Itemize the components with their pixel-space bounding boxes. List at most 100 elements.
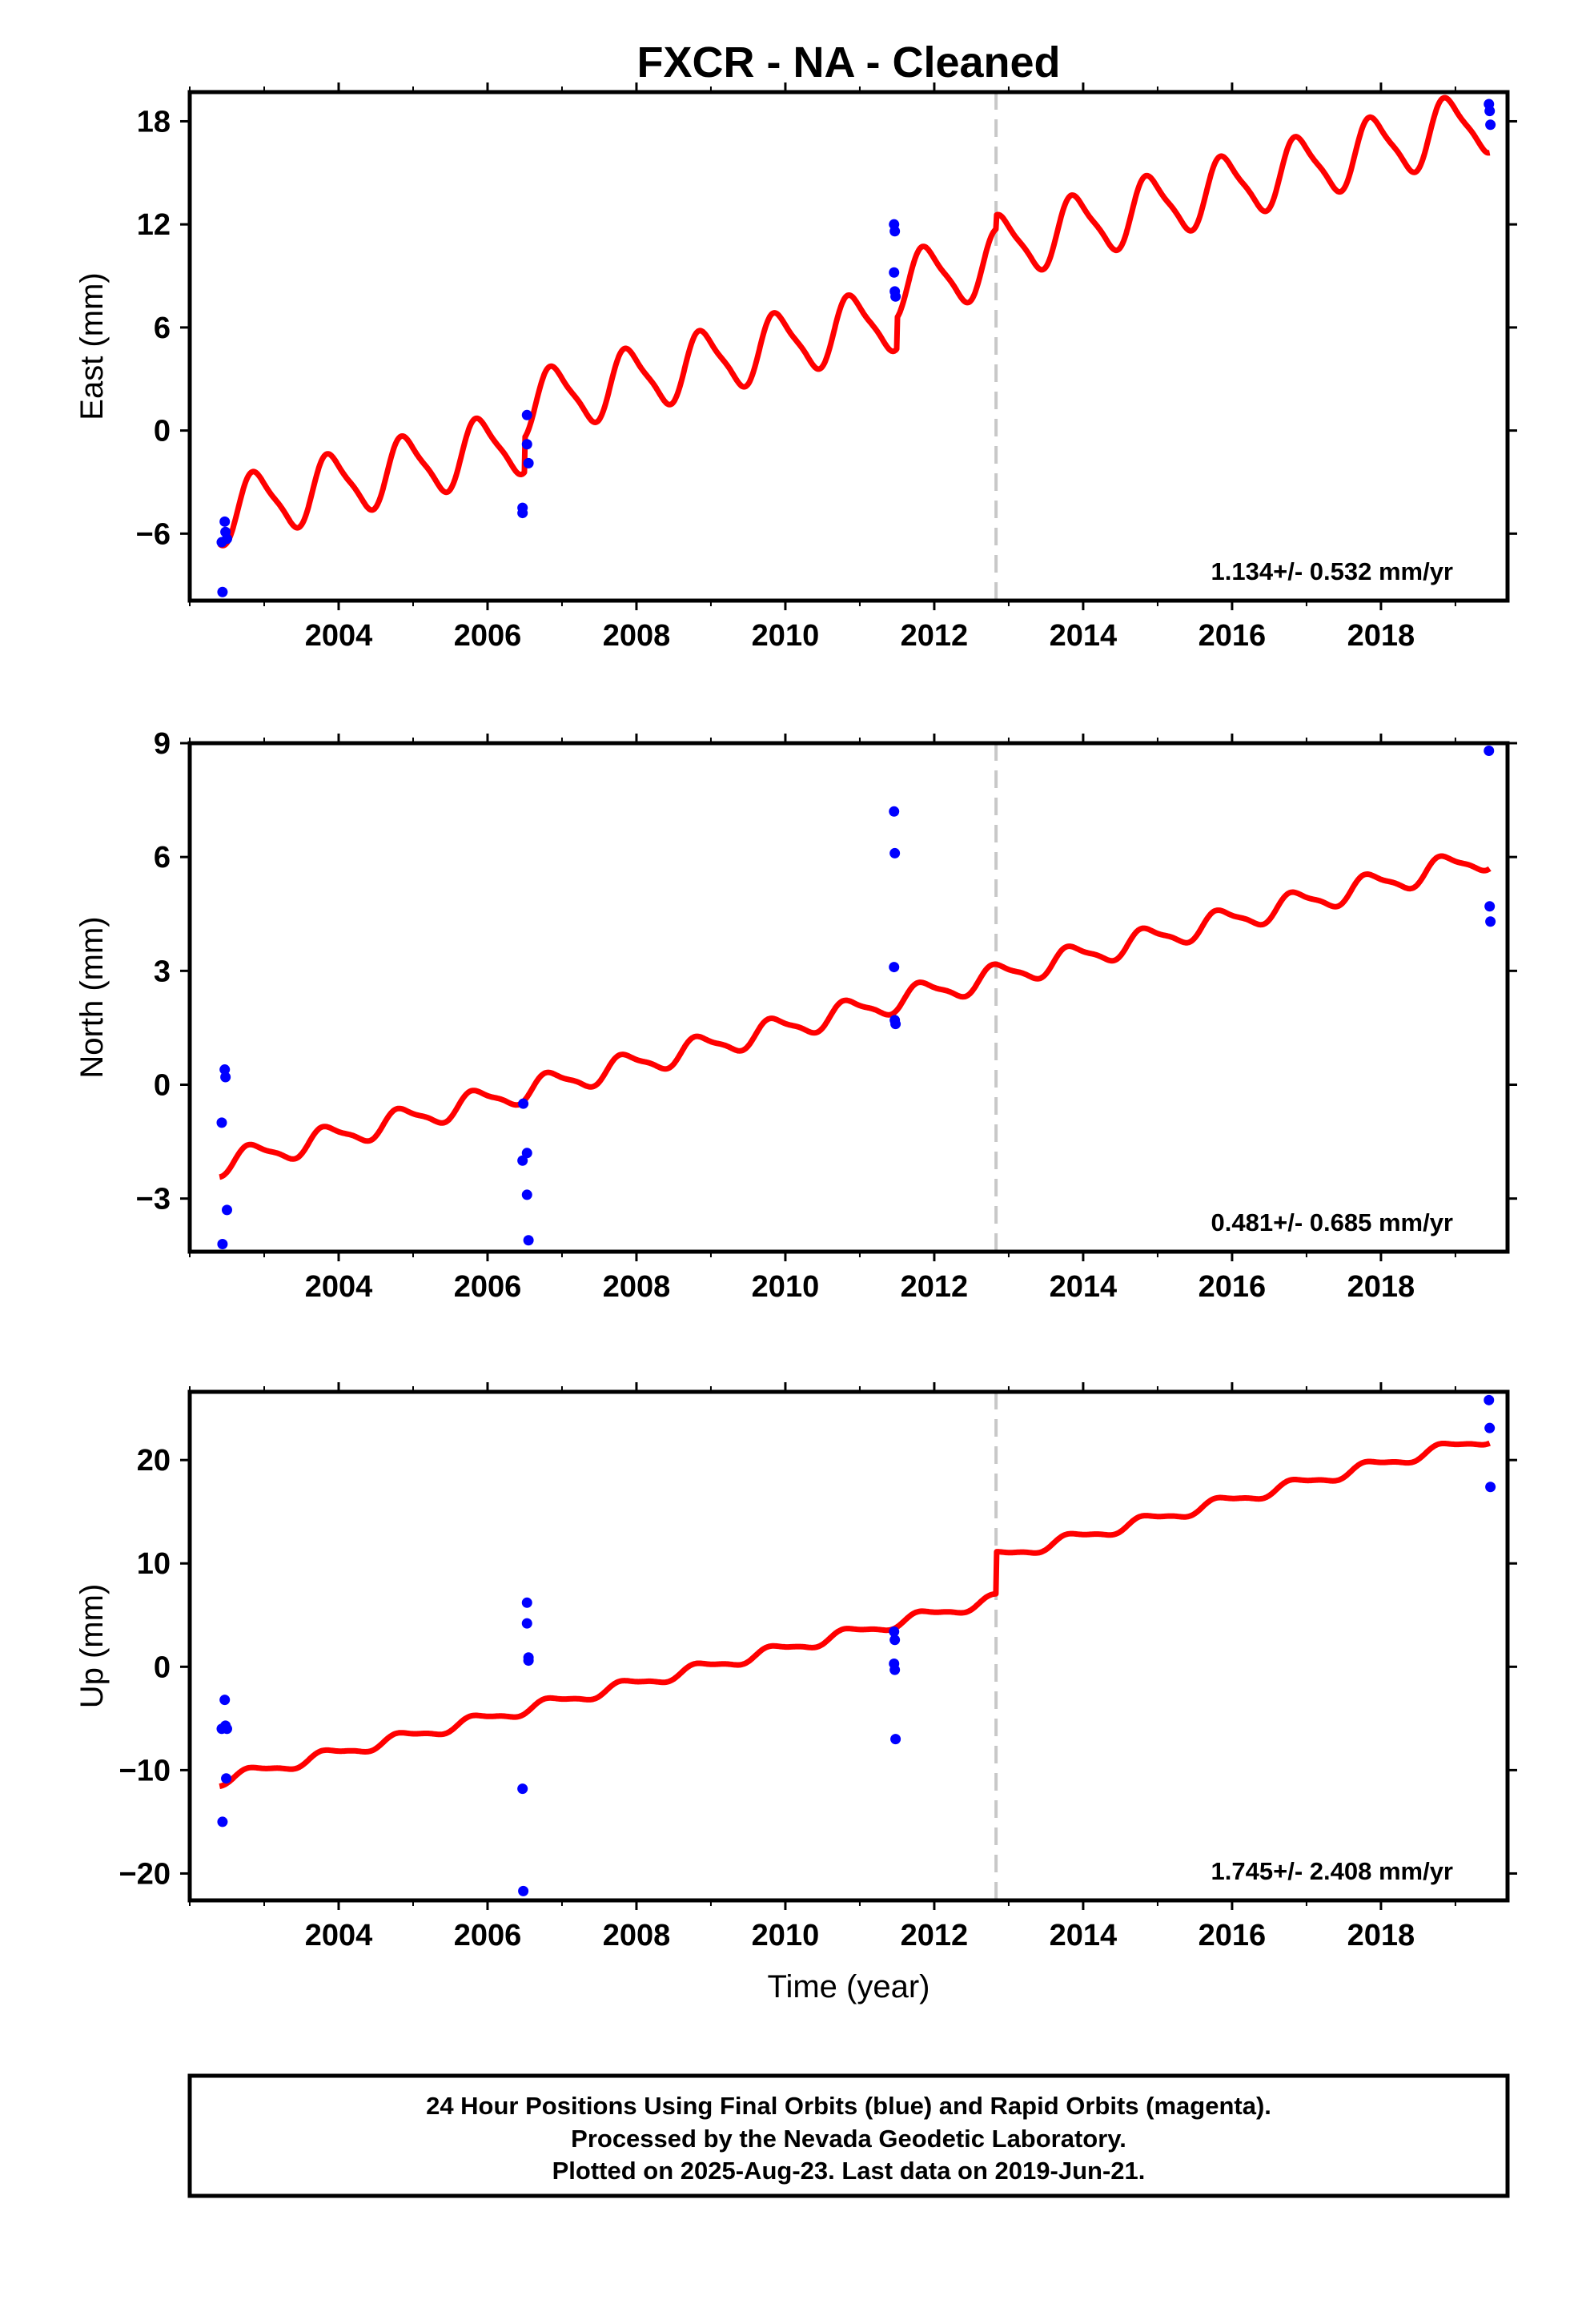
rate-label: 1.745+/- 2.408 mm/yr — [1211, 1857, 1453, 1885]
x-tick-label: 2018 — [1347, 1919, 1415, 1952]
x-tick-label: 2008 — [603, 1919, 671, 1952]
data-point — [217, 586, 228, 597]
footer-line-2: Processed by the Nevada Geodetic Laborat… — [571, 2125, 1126, 2153]
data-point — [1484, 1422, 1496, 1433]
footer-line-1: 24 Hour Positions Using Final Orbits (bl… — [426, 2092, 1271, 2120]
data-point — [217, 1816, 228, 1827]
x-tick-label: 2012 — [901, 1270, 969, 1304]
data-point — [217, 1239, 228, 1250]
rate-label: 1.134+/- 0.532 mm/yr — [1211, 557, 1453, 585]
footer-line-3: Plotted on 2025-Aug-23. Last data on 201… — [552, 2157, 1146, 2185]
data-point — [889, 962, 900, 973]
y-tick-label: −6 — [136, 517, 171, 551]
data-point — [1485, 119, 1496, 131]
data-point — [221, 1773, 232, 1784]
data-point — [890, 1019, 901, 1030]
x-tick-label: 2018 — [1347, 619, 1415, 653]
data-point — [1484, 901, 1496, 912]
data-point — [517, 508, 528, 519]
y-axis-label: East (mm) — [74, 272, 110, 420]
x-tick-label: 2010 — [752, 1270, 820, 1304]
data-point — [220, 1072, 231, 1083]
data-point — [889, 1664, 901, 1675]
data-point — [523, 1235, 534, 1246]
data-point — [221, 533, 232, 545]
data-point — [221, 1723, 232, 1735]
rate-label: 0.481+/- 0.685 mm/yr — [1211, 1208, 1453, 1236]
data-point — [890, 291, 901, 302]
x-tick-label: 2014 — [1050, 1919, 1118, 1952]
y-tick-label: 10 — [137, 1547, 171, 1581]
y-tick-label: 9 — [154, 727, 171, 761]
data-point — [889, 267, 900, 278]
x-tick-label: 2010 — [752, 619, 820, 653]
y-tick-label: 0 — [154, 415, 171, 448]
data-point — [1485, 1482, 1496, 1493]
model-curve — [217, 1440, 1492, 1790]
y-tick-label: 6 — [154, 841, 171, 875]
chart-title: FXCR - NA - Cleaned — [636, 38, 1060, 86]
y-tick-label: 0 — [154, 1651, 171, 1684]
x-tick-label: 2006 — [454, 1270, 522, 1304]
x-tick-label: 2008 — [603, 619, 671, 653]
panel-frame — [187, 1389, 1510, 1903]
x-tick-label: 2004 — [305, 1270, 373, 1304]
panel-frame — [187, 741, 1510, 1254]
x-tick-label: 2006 — [454, 619, 522, 653]
y-tick-label: 12 — [137, 208, 171, 242]
data-point — [219, 516, 231, 527]
data-point — [523, 1655, 534, 1667]
x-tick-label: 2014 — [1050, 1270, 1118, 1304]
y-tick-label: 18 — [137, 105, 171, 139]
data-point — [889, 226, 901, 237]
y-tick-label: −3 — [136, 1183, 171, 1216]
data-point — [219, 1064, 231, 1076]
data-point — [219, 1695, 231, 1706]
panels: 2004 2006 2008 2010 2012 2014 2016 2018−6061218… — [74, 82, 1517, 1952]
x-tick-label: 2004 — [305, 1919, 373, 1952]
footer-box — [187, 2073, 1510, 2198]
model-curve — [217, 94, 1492, 549]
model-curve — [217, 853, 1492, 1180]
x-tick-label: 2016 — [1199, 1270, 1267, 1304]
data-point — [889, 1626, 900, 1637]
data-point — [517, 1783, 528, 1795]
x-tick-label: 2016 — [1199, 1919, 1267, 1952]
data-point — [1484, 745, 1495, 756]
data-point — [521, 1189, 532, 1200]
x-tick-label: 2012 — [901, 1919, 969, 1952]
y-axis-label: North (mm) — [74, 916, 110, 1078]
data-point — [216, 1117, 227, 1128]
panel-north: 2004 2006 2008 2010 2012 2014 2016 2018 −3 0 3 6 9 No… — [74, 727, 1517, 1304]
data-point — [521, 409, 532, 420]
x-tick-label: 2008 — [603, 1270, 671, 1304]
data-point — [521, 439, 532, 450]
data-point — [1484, 1394, 1495, 1405]
data-point — [889, 847, 901, 858]
data-point — [521, 1597, 532, 1608]
data-point — [517, 1155, 528, 1166]
y-tick-label: 20 — [137, 1444, 171, 1478]
x-tick-label: 2006 — [454, 1919, 522, 1952]
data-point — [521, 1618, 532, 1629]
x-axis-label: Time (year) — [768, 1969, 930, 2004]
data-point — [523, 457, 534, 468]
data-point — [889, 1634, 901, 1646]
data-point — [221, 1204, 232, 1216]
x-tick-label: 2004 — [305, 619, 373, 653]
data-point — [1484, 106, 1496, 117]
data-point — [521, 1148, 532, 1159]
x-tick-label: 2018 — [1347, 1270, 1415, 1304]
data-point — [890, 1734, 901, 1745]
y-axis-label: Up (mm) — [74, 1584, 110, 1709]
data-point — [1485, 916, 1496, 927]
y-tick-label: 3 — [154, 955, 171, 988]
panel-frame — [187, 90, 1510, 603]
x-tick-label: 2012 — [901, 619, 969, 653]
y-tick-label: 6 — [154, 312, 171, 345]
x-tick-label: 2016 — [1199, 619, 1267, 653]
data-point — [889, 806, 900, 817]
panel-east: 2004 2006 2008 2010 2012 2014 2016 2018 −6 0 6 12 18… — [74, 82, 1517, 653]
data-point — [518, 1885, 529, 1896]
